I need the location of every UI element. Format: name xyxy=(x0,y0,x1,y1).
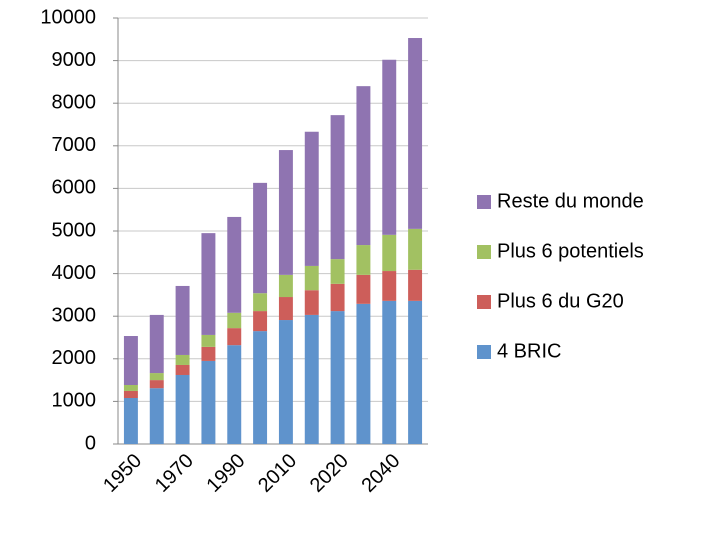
bar-segment xyxy=(304,131,319,266)
legend-swatch xyxy=(477,245,491,259)
bar-segment xyxy=(330,115,345,260)
bar-segment xyxy=(201,360,216,444)
y-tick-label: 1000 xyxy=(52,390,97,412)
bar-segment xyxy=(149,314,164,374)
bar-segment xyxy=(382,59,397,235)
bar-segment xyxy=(382,234,397,272)
bar-segment xyxy=(201,334,216,347)
bar-segment xyxy=(330,283,345,312)
x-tick-label: 1970 xyxy=(151,450,198,497)
legend-label: 4 BRIC xyxy=(497,340,561,362)
bar-segment xyxy=(253,331,268,444)
bar-segment xyxy=(278,297,293,321)
bar-segment xyxy=(408,269,423,301)
x-tick-label: 1990 xyxy=(202,450,249,497)
legend-swatch xyxy=(477,295,491,309)
bar-segment xyxy=(304,265,319,291)
bar-segment xyxy=(175,364,190,375)
x-tick-label: 2040 xyxy=(357,450,404,497)
bar-segment xyxy=(175,374,190,444)
bar-segment xyxy=(123,384,138,391)
bar-segment xyxy=(227,216,242,313)
bar-segment xyxy=(253,311,268,332)
legend-swatch xyxy=(477,195,491,209)
bar-segment xyxy=(382,300,397,444)
bar-segment xyxy=(356,86,371,246)
legend-label: Reste du monde xyxy=(497,190,644,212)
bar-segment xyxy=(175,285,190,355)
bar-segment xyxy=(123,397,138,444)
legend-label: Plus 6 potentiels xyxy=(497,240,644,262)
bar-segment xyxy=(253,182,268,294)
y-tick-label: 3000 xyxy=(52,304,97,326)
bar-segment xyxy=(356,274,371,304)
x-tick-label: 2010 xyxy=(254,450,301,497)
y-tick-label: 6000 xyxy=(52,177,97,199)
bar-segment xyxy=(382,271,397,301)
x-tick-label: 1950 xyxy=(99,450,146,497)
bar-segment xyxy=(227,345,242,444)
y-tick-label: 5000 xyxy=(52,219,97,241)
y-tick-label: 10000 xyxy=(40,6,96,28)
bar-segment xyxy=(227,312,242,329)
y-tick-label: 7000 xyxy=(52,134,97,156)
bar-segment xyxy=(253,293,268,312)
bar-segment xyxy=(149,373,164,381)
bar-segment xyxy=(408,300,423,444)
bar-segment xyxy=(356,245,371,275)
bar-segment xyxy=(408,228,423,270)
bar-segment xyxy=(175,354,190,365)
bar-segment xyxy=(123,336,138,385)
bar-segment xyxy=(149,388,164,444)
legend-swatch xyxy=(477,345,491,359)
y-tick-label: 2000 xyxy=(52,347,97,369)
y-tick-label: 8000 xyxy=(52,91,97,113)
x-tick-label: 2020 xyxy=(306,450,353,497)
bar-segment xyxy=(408,38,423,229)
bar-segment xyxy=(278,274,293,298)
bar-segment xyxy=(123,390,138,398)
bar-segment xyxy=(330,259,345,284)
bar-segment xyxy=(304,290,319,315)
legend-label: Plus 6 du G20 xyxy=(497,290,624,312)
y-tick-label: 0 xyxy=(85,432,96,454)
bar-segment xyxy=(278,150,293,275)
bar-segment xyxy=(278,320,293,444)
y-tick-label: 4000 xyxy=(52,262,97,284)
bar-segment xyxy=(304,314,319,444)
bar-segment xyxy=(330,311,345,444)
bar-segment xyxy=(201,233,216,335)
bar-segment xyxy=(356,303,371,444)
bar-segment xyxy=(227,328,242,346)
bar-segment xyxy=(201,346,216,361)
bar-segment xyxy=(149,380,164,389)
y-tick-label: 9000 xyxy=(52,49,97,71)
